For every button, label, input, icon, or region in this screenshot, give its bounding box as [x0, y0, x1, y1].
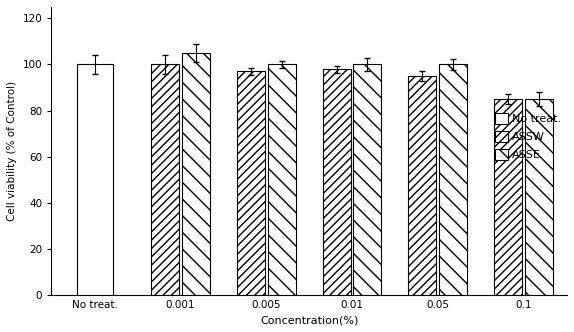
Bar: [151, 64, 179, 294]
Bar: [182, 53, 210, 294]
Legend: No treat., ASSW, ASSE: No treat., ASSW, ASSE: [495, 113, 561, 160]
Bar: [77, 64, 113, 294]
Bar: [237, 71, 265, 294]
Bar: [323, 69, 351, 294]
Bar: [494, 99, 522, 294]
Bar: [408, 76, 436, 294]
Bar: [267, 64, 296, 294]
X-axis label: Concentration(%): Concentration(%): [260, 315, 358, 325]
Bar: [439, 64, 467, 294]
Y-axis label: Cell viability (% of Control): Cell viability (% of Control): [7, 81, 17, 221]
Bar: [525, 99, 553, 294]
Bar: [354, 64, 382, 294]
